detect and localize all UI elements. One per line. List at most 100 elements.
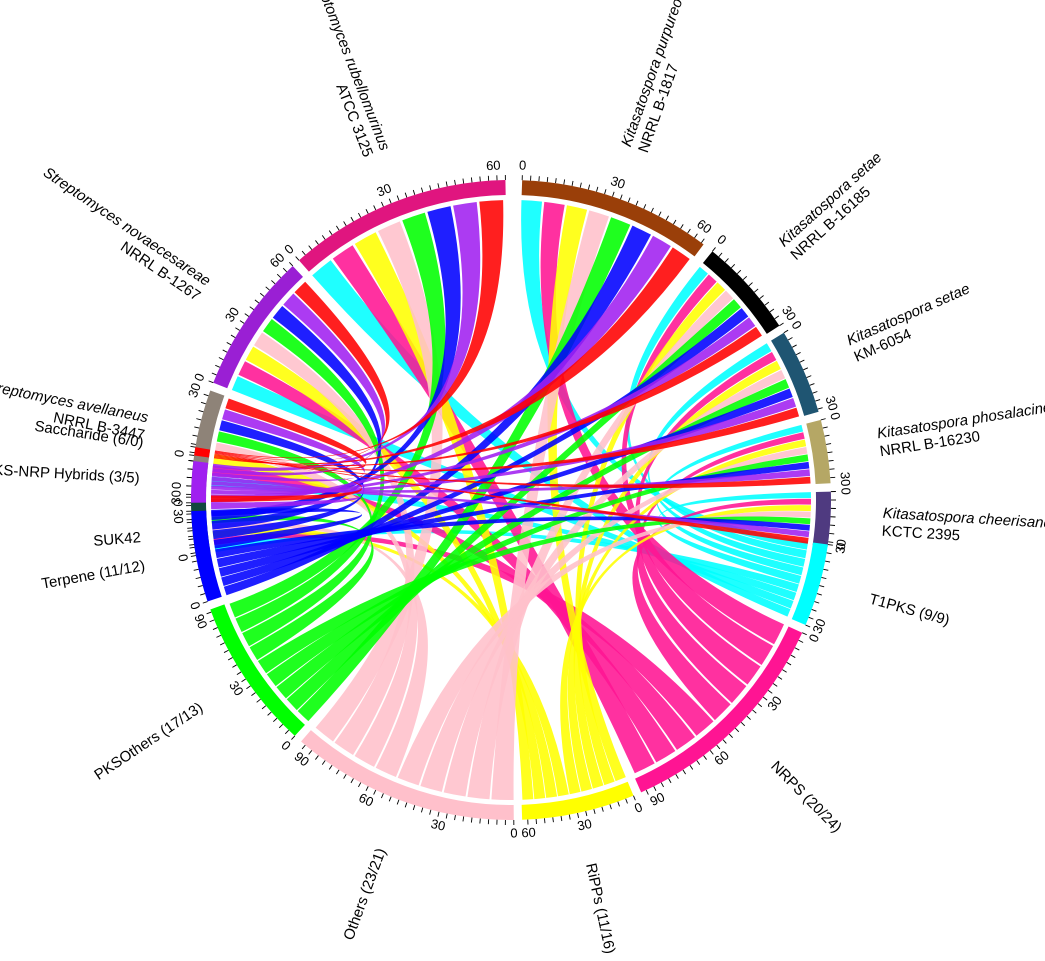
tick-mark xyxy=(748,282,753,287)
tick-mark xyxy=(222,349,228,353)
tick-mark xyxy=(821,576,827,580)
tick-mark xyxy=(754,288,759,293)
tick-mark xyxy=(828,459,834,462)
segments-layer xyxy=(186,175,836,825)
tick-label: 30 xyxy=(809,617,828,636)
ribbon xyxy=(211,515,374,660)
tick-mark xyxy=(824,434,830,437)
tick-label: 0 xyxy=(187,600,204,612)
tick-mark xyxy=(188,535,194,538)
tick-mark xyxy=(365,208,369,214)
tick-mark xyxy=(239,320,245,324)
tick-mark xyxy=(746,715,751,720)
ribbon xyxy=(657,492,811,584)
tick-mark xyxy=(814,601,820,604)
tick-mark xyxy=(191,560,197,563)
tick-mark xyxy=(226,342,232,346)
tick-mark xyxy=(806,375,812,378)
bgc-type-label: PKS-NRP Hybrids (3/5) xyxy=(0,461,140,487)
tick-mark xyxy=(596,186,599,192)
tick-label: 0 xyxy=(175,553,191,563)
tick-mark xyxy=(757,703,763,708)
tick-label: 30 xyxy=(609,173,628,192)
tick-mark xyxy=(736,269,742,275)
tick-mark xyxy=(209,619,215,623)
bgc-type-label-line: PKSOthers (17/13) xyxy=(91,699,206,784)
tick-mark xyxy=(396,799,400,805)
tick-mark xyxy=(216,634,222,638)
tick-mark xyxy=(673,219,677,225)
bgc-type-segment xyxy=(194,447,211,458)
tick-mark xyxy=(321,235,326,240)
tick-mark xyxy=(680,224,684,229)
tick-mark xyxy=(380,201,384,207)
bgc-type-segment xyxy=(191,461,209,503)
tick-mark xyxy=(223,649,229,653)
tick-mark xyxy=(189,544,195,546)
tick-mark xyxy=(259,292,265,297)
tick-mark xyxy=(635,200,639,206)
tick-mark xyxy=(555,178,557,184)
tick-mark xyxy=(246,685,251,690)
tick-mark xyxy=(718,252,723,257)
tick-label: 0 xyxy=(519,158,527,173)
tick-mark xyxy=(812,391,818,394)
tick-mark xyxy=(786,662,792,666)
tick-mark xyxy=(826,552,832,555)
tick-mark xyxy=(219,642,225,646)
ribbon xyxy=(575,282,726,786)
ribbon xyxy=(218,388,793,577)
tick-mark xyxy=(203,393,209,397)
tick-label: 60 xyxy=(711,748,732,769)
bgc-type-label-line: T1PKS (9/9) xyxy=(867,591,951,629)
tick-mark xyxy=(321,760,326,765)
tick-mark xyxy=(267,711,272,716)
tick-mark xyxy=(420,187,424,193)
tick-mark xyxy=(232,664,237,668)
tick-mark xyxy=(196,418,202,421)
ribbon xyxy=(211,453,362,502)
tick-mark xyxy=(254,299,260,304)
tick-mark xyxy=(668,778,672,784)
tick-mark xyxy=(188,459,194,462)
tick-mark xyxy=(335,225,340,231)
tick-mark xyxy=(388,198,392,204)
tick-mark xyxy=(694,233,698,239)
tick-label: 30 xyxy=(576,816,593,834)
tick-mark xyxy=(827,451,833,454)
tick-label: 30 xyxy=(375,180,394,199)
tick-mark xyxy=(295,256,300,261)
tick-mark xyxy=(373,789,377,795)
ribbon xyxy=(547,205,626,782)
tick-mark xyxy=(208,380,214,384)
tick-mark xyxy=(328,230,333,235)
tick-mark xyxy=(792,344,797,348)
tick-mark xyxy=(454,179,456,185)
tick-label: 0 xyxy=(510,825,517,840)
tick-mark xyxy=(236,671,242,676)
tick-label: 0 xyxy=(281,241,296,257)
tick-mark xyxy=(774,315,780,320)
tick-mark xyxy=(437,183,440,189)
tick-mark xyxy=(734,727,740,733)
tick-mark xyxy=(278,723,284,729)
ribbon xyxy=(212,420,365,540)
ribbon xyxy=(215,516,810,559)
tick-mark xyxy=(218,357,224,361)
strain-segment xyxy=(771,332,819,416)
tick-mark xyxy=(227,657,233,661)
tick-label: 0 xyxy=(171,499,186,506)
tick-mark xyxy=(772,683,778,687)
tick-mark xyxy=(689,765,694,770)
tick-label: 0 xyxy=(171,449,187,458)
ribbon xyxy=(229,212,446,618)
bgc-type-label: Terpene (11/12) xyxy=(40,557,146,592)
tick-mark xyxy=(762,696,768,701)
tick-mark xyxy=(291,735,296,740)
tick-mark xyxy=(716,744,721,750)
tick-mark xyxy=(358,212,362,218)
ribbon xyxy=(211,469,811,493)
tick-mark xyxy=(601,806,604,812)
tick-label: 0 xyxy=(169,481,184,489)
